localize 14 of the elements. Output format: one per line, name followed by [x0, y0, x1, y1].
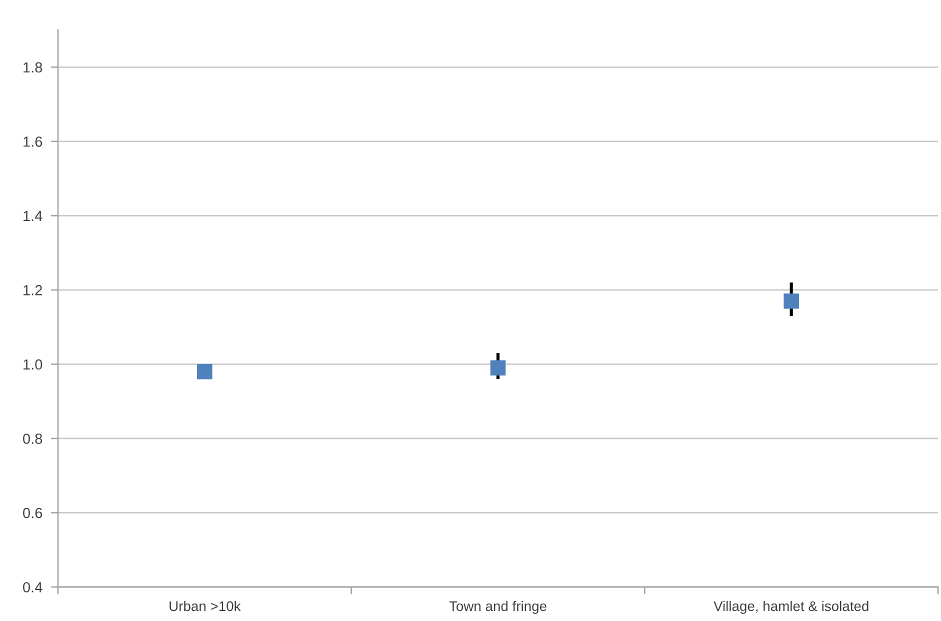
- x-tick-label: Urban >10k: [170, 600, 241, 612]
- y-tick-label: 0.8: [23, 434, 42, 444]
- y-tick-label: 1.6: [24, 136, 42, 147]
- y-tick-label: 1.0: [24, 359, 42, 370]
- point: [490, 360, 506, 376]
- point: [784, 293, 799, 309]
- y-tick-label: 1.2: [24, 285, 42, 296]
- y-tick-label: 0.4: [23, 582, 42, 592]
- y-tick-label: 1.8: [24, 62, 42, 73]
- x-tick-label: Village, hamlet & isolated: [714, 600, 868, 614]
- y-tick-label: 1.4: [24, 210, 42, 221]
- y-tick-label: 0.6: [23, 508, 42, 518]
- x-tick-label: Town and fringe: [449, 600, 546, 614]
- point: [197, 364, 212, 380]
